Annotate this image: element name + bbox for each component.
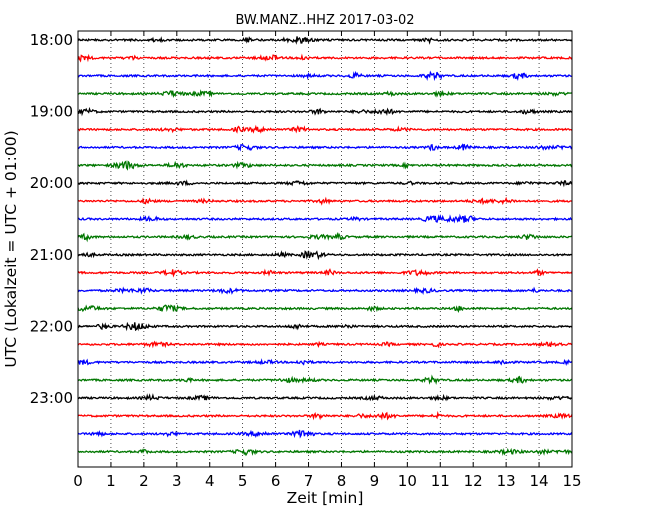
trace-1845 [77, 89, 573, 99]
x-tick-label-9: 9 [370, 472, 380, 490]
trace-1800 [77, 36, 573, 45]
trace-2215 [77, 340, 573, 349]
trace-2300 [77, 393, 573, 402]
trace-1815 [77, 53, 573, 63]
x-tick-label-12: 12 [464, 472, 483, 490]
x-tick-label-6: 6 [271, 472, 281, 490]
trace-2345 [77, 447, 573, 457]
trace-2200 [77, 321, 573, 332]
trace-1830 [77, 70, 573, 82]
x-tick-label-11: 11 [431, 472, 450, 490]
y-tick-label-5: 23:00 [30, 389, 73, 407]
trace-1930 [77, 143, 573, 152]
chart-title: BW.MANZ..HHZ 2017-03-02 [235, 13, 414, 28]
trace-2015 [77, 196, 573, 206]
x-tick-label-4: 4 [205, 472, 215, 490]
trace-group [77, 36, 573, 457]
trace-2000 [77, 179, 573, 188]
x-tick-label-15: 15 [562, 472, 581, 490]
x-tick-label-3: 3 [172, 472, 182, 490]
x-axis-ticks: 0 1 2 3 4 5 6 7 8 9 10 11 12 13 14 15 [73, 31, 582, 490]
y-axis-ticks: 18:00 19:00 20:00 21:00 22:00 23:00 [30, 31, 572, 407]
x-tick-label-5: 5 [238, 472, 248, 490]
x-tick-label-13: 13 [497, 472, 516, 490]
x-axis-label: Zeit [min] [287, 489, 364, 507]
x-tick-label-0: 0 [73, 472, 83, 490]
x-tick-label-2: 2 [139, 472, 149, 490]
trace-2230 [77, 358, 573, 366]
y-tick-label-1: 19:00 [30, 103, 73, 121]
trace-2045 [77, 231, 573, 243]
vertical-grid [110, 31, 540, 467]
y-tick-label-3: 21:00 [30, 246, 73, 264]
x-tick-label-1: 1 [106, 472, 116, 490]
y-tick-label-0: 18:00 [30, 31, 73, 49]
y-axis-label: UTC (Lokalzeit = UTC + 01:00) [2, 130, 20, 367]
trace-1945 [77, 160, 573, 171]
trace-2130 [77, 286, 573, 296]
trace-1900 [77, 106, 573, 117]
x-tick-label-7: 7 [304, 472, 314, 490]
trace-2030 [77, 213, 573, 224]
x-tick-label-8: 8 [337, 472, 347, 490]
x-tick-label-14: 14 [530, 472, 549, 490]
trace-2315 [77, 410, 573, 421]
trace-2115 [77, 268, 573, 278]
y-tick-label-2: 20:00 [30, 174, 73, 192]
trace-1915 [77, 124, 573, 134]
trace-2100 [77, 250, 573, 261]
trace-2245 [77, 374, 573, 385]
x-tick-label-10: 10 [398, 472, 417, 490]
trace-2145 [77, 304, 573, 314]
trace-2330 [77, 429, 573, 439]
plot-frame [77, 30, 573, 468]
y-tick-label-4: 22:00 [30, 317, 73, 335]
